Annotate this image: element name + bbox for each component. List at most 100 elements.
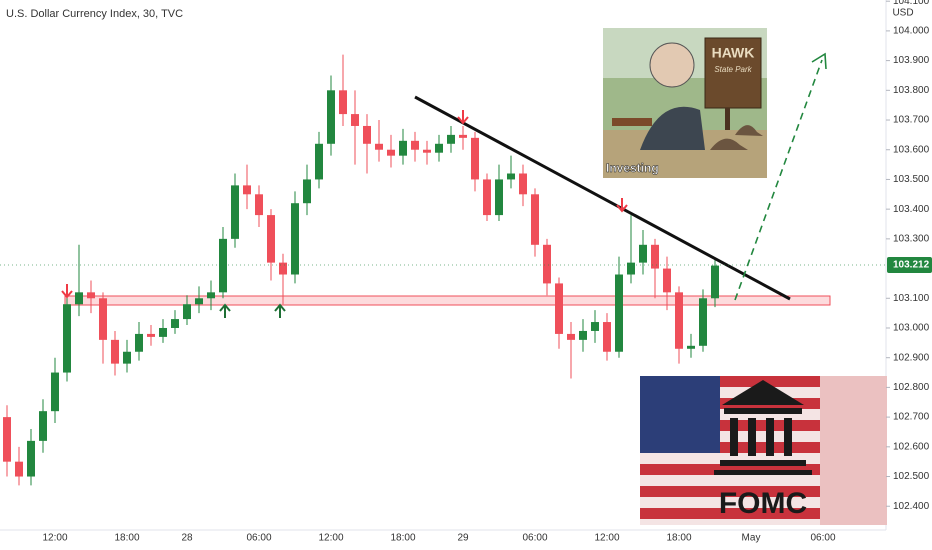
- y-tick-label: 102.500: [893, 471, 930, 482]
- building-step: [714, 470, 812, 475]
- down-arrow: [61, 284, 73, 299]
- down-arrow: [457, 110, 469, 125]
- caricature-body: [640, 106, 705, 150]
- candle-body: [231, 185, 239, 239]
- y-tick-label: 102.400: [893, 501, 930, 512]
- candle-body: [543, 244, 551, 284]
- hawk-image: HAWK State Park Investing: [603, 28, 767, 178]
- building-base: [720, 460, 806, 466]
- sign-subtitle: State Park: [714, 65, 752, 74]
- down-arrow: [616, 198, 628, 213]
- candle-body: [459, 134, 467, 138]
- candle-body: [51, 372, 59, 412]
- up-arrow: [219, 303, 231, 318]
- candle-body: [291, 203, 299, 275]
- candle-body: [135, 333, 143, 352]
- candle-body: [255, 194, 263, 216]
- up-arrow: [274, 303, 286, 318]
- candle-body: [219, 238, 227, 293]
- down-arrows: [61, 110, 628, 299]
- y-tick-label: 103.700: [893, 115, 930, 126]
- last-price-label: 103.212: [893, 260, 930, 271]
- candle-body: [591, 322, 599, 331]
- hawk-bird: [710, 138, 748, 150]
- fomc-label: FOMC: [719, 487, 807, 520]
- y-tick-label: 103.400: [893, 204, 930, 215]
- x-tick-label: May: [742, 533, 761, 544]
- x-tick-label: 12:00: [42, 533, 67, 544]
- y-tick-label: 102.600: [893, 441, 930, 452]
- candle-body: [159, 327, 167, 337]
- building-lintel: [724, 408, 802, 414]
- sign: [704, 37, 762, 109]
- x-tick-label: 06:00: [522, 533, 547, 544]
- x-tick-label: 29: [457, 533, 469, 544]
- candle-body: [531, 194, 539, 245]
- candle-body: [555, 283, 563, 334]
- projection-arrowhead: [811, 52, 827, 70]
- chart-title: U.S. Dollar Currency Index, 30, TVC: [6, 8, 183, 20]
- candle-body: [435, 143, 443, 153]
- candle-body: [675, 292, 683, 349]
- candle-body: [495, 179, 503, 216]
- up-arrows: [219, 303, 286, 318]
- caricature-head: [649, 42, 695, 88]
- candle-body: [243, 185, 251, 195]
- candle-body: [651, 244, 659, 269]
- flag-canton: [640, 376, 720, 453]
- candle-body: [99, 298, 107, 340]
- candle-body: [315, 143, 323, 180]
- candle-body: [399, 140, 407, 156]
- candle-body: [363, 125, 371, 144]
- candle-body: [327, 90, 335, 144]
- candle-body: [39, 411, 47, 441]
- y-tick-label: 102.700: [893, 412, 930, 423]
- y-tick-label: 103.000: [893, 323, 930, 334]
- candle-body: [111, 339, 119, 364]
- y-tick-label: 103.500: [893, 174, 930, 185]
- candle-body: [267, 215, 275, 263]
- x-tick-label: 28: [181, 533, 193, 544]
- candle-body: [171, 319, 179, 328]
- trend-line: [414, 95, 791, 301]
- candle-body: [699, 298, 707, 346]
- projection-line: [734, 59, 823, 301]
- candle-body: [207, 292, 215, 299]
- sign-post: [725, 108, 730, 130]
- watermark: Investing: [606, 161, 659, 175]
- y-tick-label: 102.900: [893, 352, 930, 363]
- x-tick-label: 06:00: [810, 533, 835, 544]
- sign-title: HAWK: [712, 45, 755, 61]
- table-bg: [820, 376, 887, 525]
- candle-body: [411, 140, 419, 150]
- x-tick-label: 18:00: [666, 533, 691, 544]
- x-tick-label: 12:00: [594, 533, 619, 544]
- candle-body: [183, 304, 191, 320]
- candle-body: [627, 262, 635, 275]
- x-tick-label: 18:00: [114, 533, 139, 544]
- candle-body: [687, 345, 695, 349]
- candle-body: [711, 265, 719, 299]
- candle-body: [519, 173, 527, 195]
- candle-body: [123, 351, 131, 364]
- candle-body: [639, 244, 647, 263]
- y-tick-label: 102.800: [893, 382, 930, 393]
- candle-body: [663, 268, 671, 293]
- candle-body: [147, 333, 155, 337]
- x-tick-label: 12:00: [318, 533, 343, 544]
- x-tick-label: 18:00: [390, 533, 415, 544]
- support-zone: [64, 295, 831, 306]
- building-columns: [730, 418, 792, 456]
- y-tick-label: 103.300: [893, 233, 930, 244]
- y-tick-label: 103.100: [893, 293, 930, 304]
- candle-body: [75, 292, 83, 305]
- y-tick-label: 104.100: [893, 0, 930, 7]
- candle-body: [3, 417, 11, 462]
- candle-body: [603, 322, 611, 352]
- candle-body: [507, 173, 515, 180]
- y-tick-label: 103.800: [893, 85, 930, 96]
- candle-body: [351, 114, 359, 126]
- y-tick-label: 103.600: [893, 144, 930, 155]
- y-tick-label: 104.000: [893, 26, 930, 37]
